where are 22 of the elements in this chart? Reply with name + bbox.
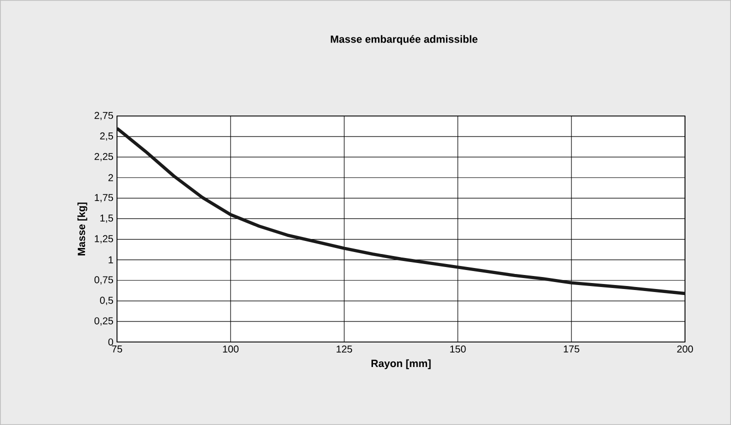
y-tick-label: 2,75 bbox=[94, 112, 114, 120]
y-tick-label: 1,75 bbox=[94, 194, 114, 202]
x-tick-label: 150 bbox=[450, 346, 466, 353]
y-tick-label: 1,5 bbox=[100, 214, 114, 223]
chart-title: Masse embarquée admissible bbox=[330, 35, 478, 45]
x-tick-label: 175 bbox=[564, 346, 580, 352]
y-tick-label: 2,5 bbox=[100, 132, 114, 141]
y-tick-label: 0,75 bbox=[94, 276, 114, 284]
line-series bbox=[117, 126, 686, 296]
y-tick-label: 0,25 bbox=[94, 317, 114, 326]
y-axis-title: Masse [kg] bbox=[77, 202, 88, 256]
x-tick-label: 100 bbox=[223, 346, 239, 353]
x-axis-title: Rayon [mm] bbox=[371, 359, 431, 370]
y-tick-label: 1 bbox=[108, 256, 114, 264]
y-tick-label: 2,25 bbox=[94, 152, 114, 162]
x-tick-label: 200 bbox=[677, 346, 693, 353]
x-tick-label: 75 bbox=[112, 346, 122, 352]
y-tick-label: 0 bbox=[108, 338, 114, 346]
y-tick-label: 0,5 bbox=[100, 296, 114, 306]
y-tick-label: 1,25 bbox=[94, 235, 114, 244]
y-tick-label: 2 bbox=[108, 174, 113, 182]
x-tick-label: 125 bbox=[336, 346, 352, 353]
